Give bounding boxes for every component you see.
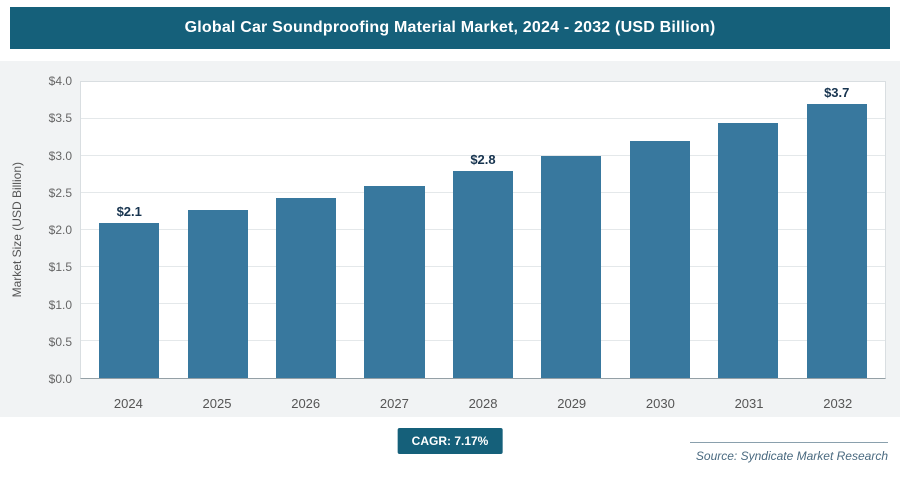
y-tick-label: $3.0 [48,148,72,163]
bar-slot [527,82,615,378]
y-axis-title: Market Size (USD Billion) [10,162,24,298]
chart-panel: Market Size (USD Billion) $0.0 $0.5 $1.0 $1… [0,61,900,417]
footer: CAGR: 7.17% Source: Syndicate Market Res… [0,423,900,471]
y-tick-label: $2.0 [48,223,72,237]
gridline [81,155,885,156]
chart-header: Global Car Soundproofing Material Market… [10,7,890,49]
bar [187,210,248,378]
gridline [81,118,885,119]
x-axis-labels: 2024 2025 2026 2027 2028 2029 2030 2031 2032 [80,379,886,411]
source-text: Source: Syndicate Market Research [689,442,888,463]
bar-value-label: $2.1 [116,203,142,219]
y-tick-label: $0.5 [48,334,72,349]
x-axis-label: 2031 [734,396,764,411]
bar-slot [704,82,792,378]
y-tick-label: $2.5 [48,185,72,200]
bar-slot: $2.1 [85,82,173,378]
bar [99,222,160,378]
bar-slot [616,82,704,378]
bar [629,141,690,378]
bar [364,185,425,378]
x-axis-label: 2024 [113,396,143,411]
bar-value-label: $3.7 [824,85,850,101]
x-axis-label: 2032 [823,396,853,411]
y-tick-label: $1.5 [48,260,72,275]
y-tick-label: $4.0 [48,74,72,88]
y-tick-label: $0.0 [48,372,72,386]
chart-grid: Market Size (USD Billion) $0.0 $0.5 $1.0 $1… [6,74,886,411]
y-axis: $0.0 $0.5 $1.0 $1.5 $2.0 $2.5 $3.0 $3.5 $4.0 [28,74,80,386]
x-axis-label: 2029 [557,396,587,411]
plot-area: $2.1 $2.8 $3.7 [80,81,886,379]
bars: $2.1 $2.8 $3.7 [81,82,885,378]
bar-slot [173,82,261,378]
x-axis-label: 2027 [379,396,409,411]
x-axis-label: 2028 [468,396,498,411]
bar [806,104,867,378]
bar-slot: $3.7 [793,82,881,378]
bar-value-label: $2.8 [470,151,496,167]
y-axis-title-wrap: Market Size (USD Billion) [6,81,28,379]
bar-slot [350,82,438,378]
bar [452,170,514,378]
y-tick-label: $3.5 [48,111,72,126]
bar-slot: $2.8 [439,82,527,378]
bar [718,122,779,378]
x-axis-label: 2030 [645,396,675,411]
x-axis-label: 2026 [291,396,321,411]
bar [541,156,602,378]
bar [276,198,337,378]
bar-slot [262,82,350,378]
cagr-badge: CAGR: 7.17% [397,428,503,454]
x-axis-label: 2025 [202,396,232,411]
page-title: Global Car Soundproofing Material Market… [184,19,716,36]
y-tick-label: $1.0 [48,297,72,312]
